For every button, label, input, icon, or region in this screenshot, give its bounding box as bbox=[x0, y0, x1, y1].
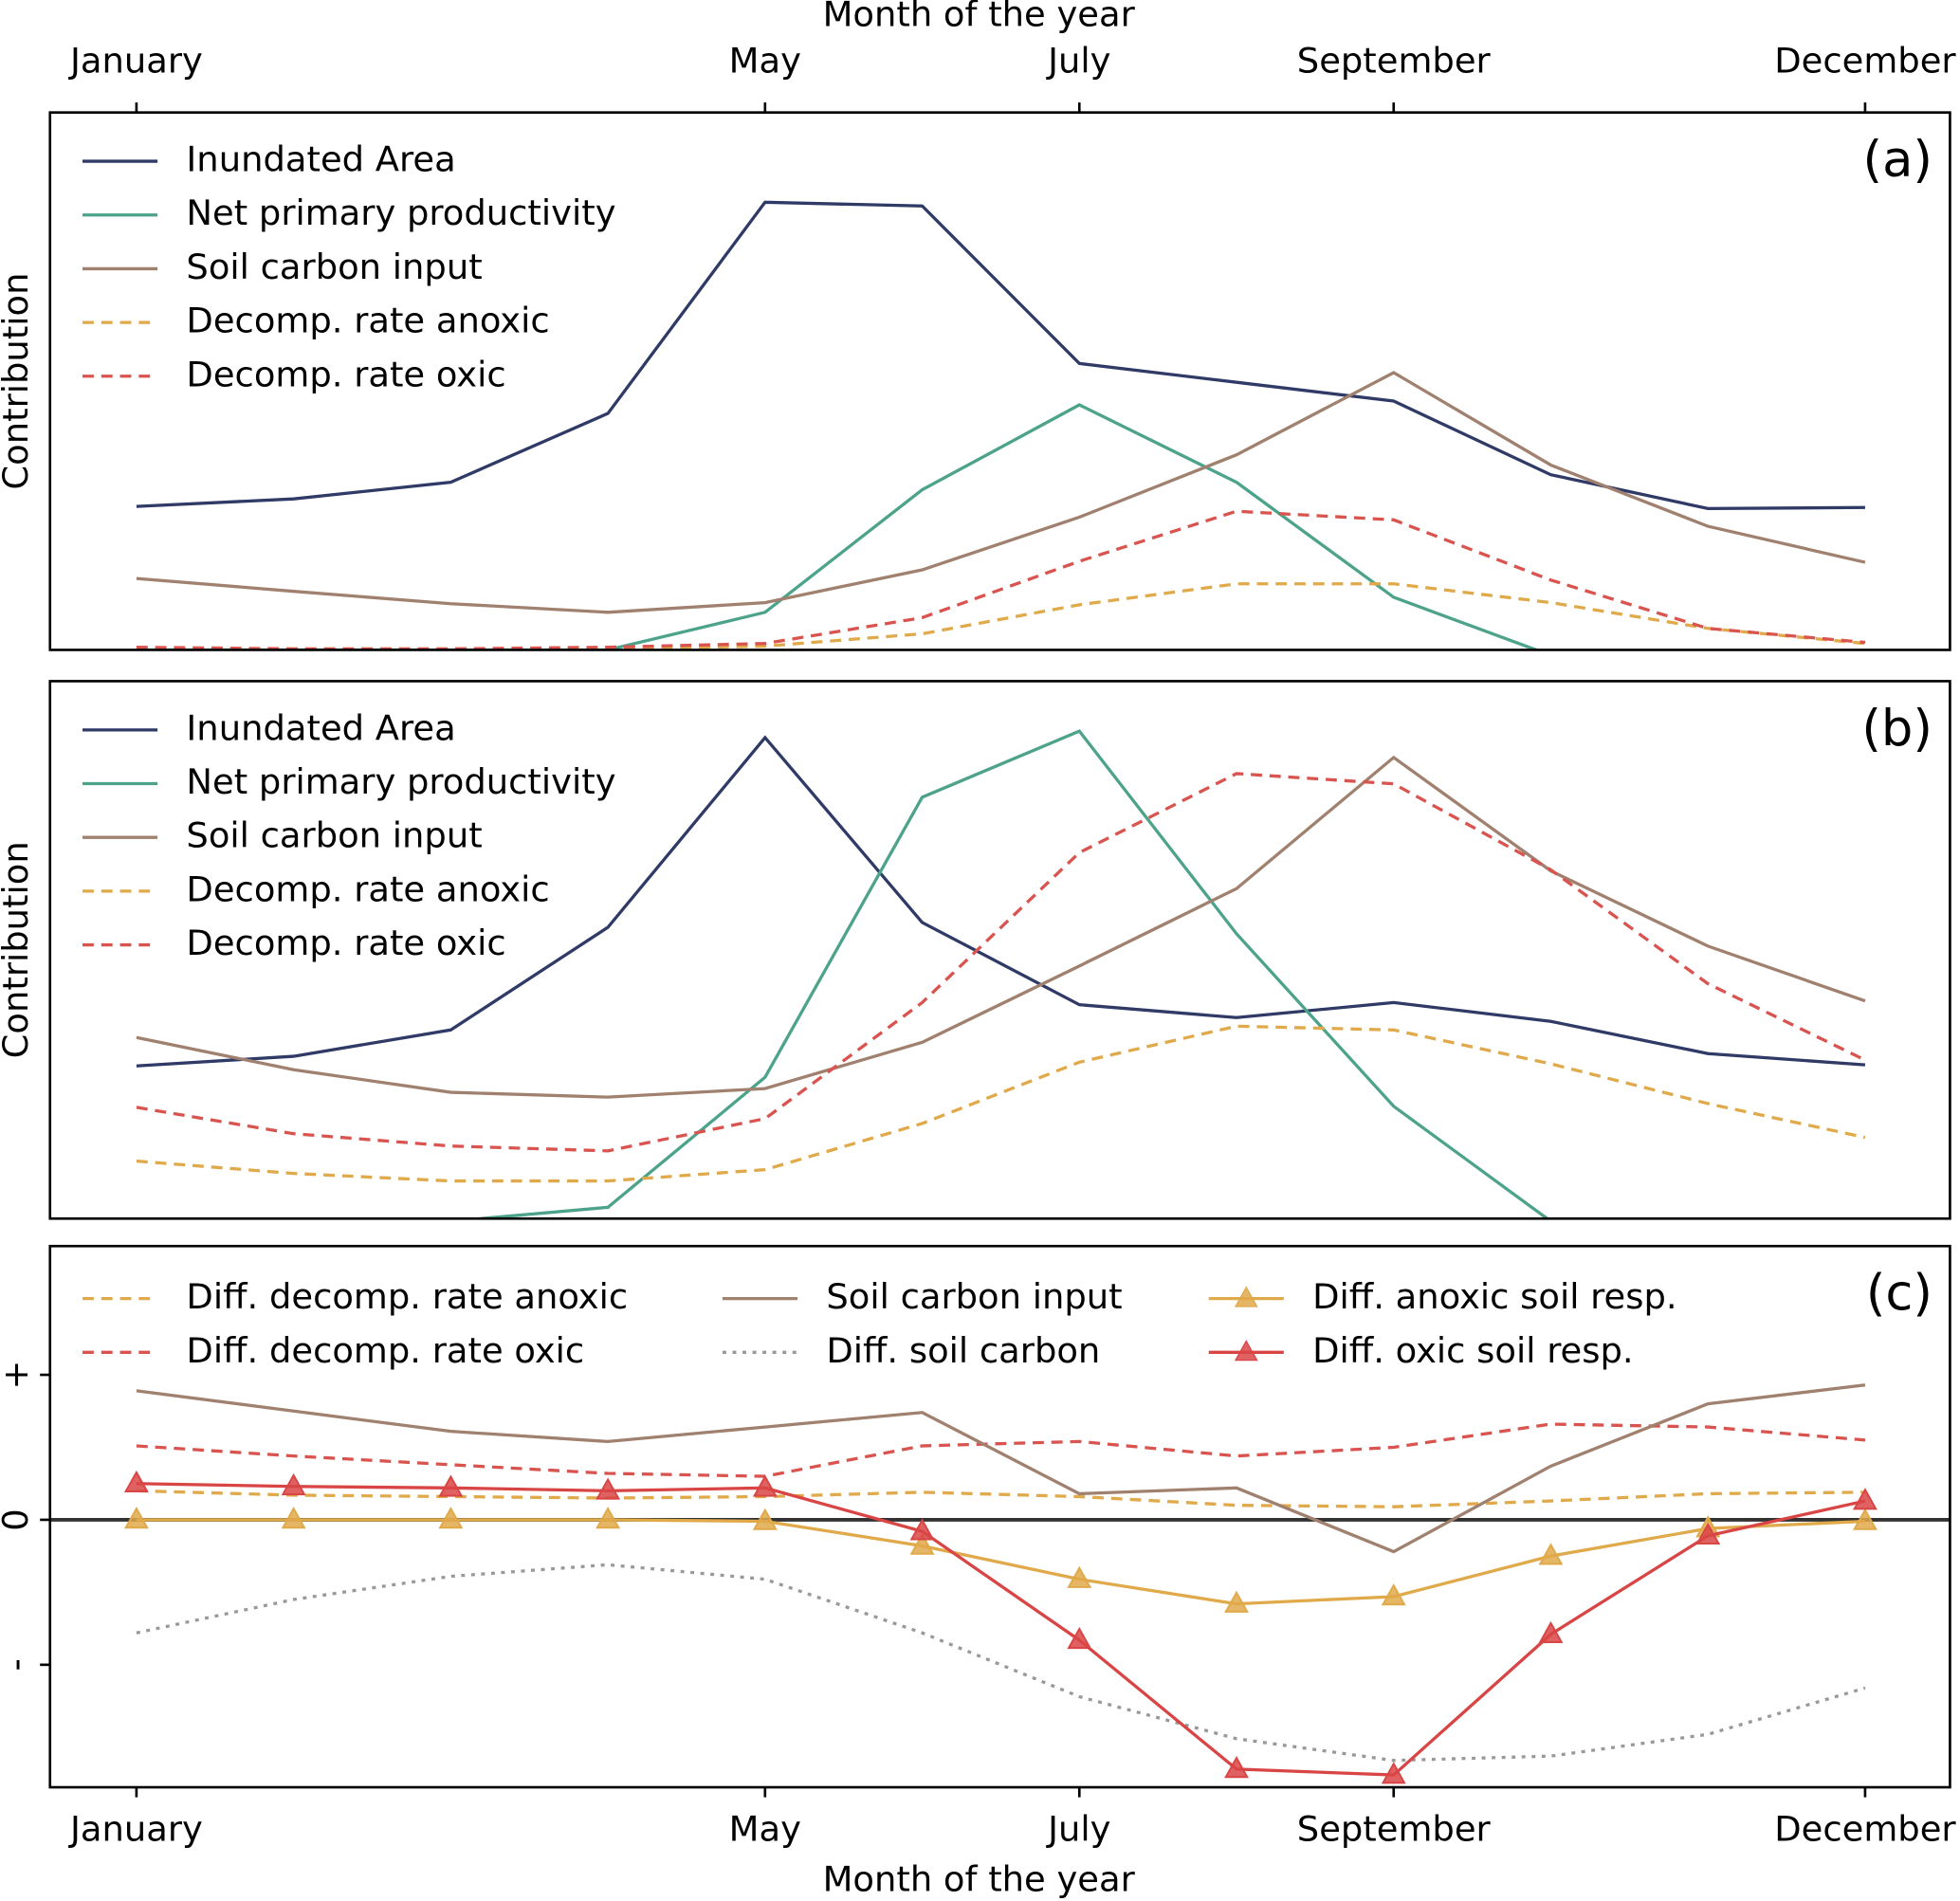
legend-label: Soil carbon input bbox=[826, 1276, 1122, 1317]
marker bbox=[1852, 1488, 1878, 1510]
x-tick-label: September bbox=[1297, 40, 1492, 81]
marker bbox=[123, 1507, 149, 1529]
marker bbox=[281, 1507, 306, 1529]
marker bbox=[595, 1477, 621, 1500]
legend-marker bbox=[1234, 1340, 1258, 1362]
marker bbox=[1381, 1762, 1406, 1784]
legend-label: Decomp. rate oxic bbox=[186, 354, 505, 394]
legend-label: Soil carbon input bbox=[186, 247, 482, 287]
x-axis-label: Month of the year bbox=[823, 0, 1136, 35]
legend-marker bbox=[1234, 1286, 1258, 1307]
y-axis-label: Contribution bbox=[0, 273, 36, 490]
axes-frame bbox=[48, 1244, 1951, 1789]
series-line bbox=[136, 1518, 1866, 1606]
x-tick-label: May bbox=[729, 1809, 801, 1850]
series-line bbox=[136, 1563, 1866, 1763]
marker bbox=[909, 1518, 935, 1541]
panel-label: (b) bbox=[1861, 700, 1933, 758]
panel-label: (a) bbox=[1863, 131, 1933, 189]
marker bbox=[1067, 1626, 1092, 1650]
series-line bbox=[136, 509, 1866, 650]
legend-label: Net primary productivity bbox=[186, 761, 615, 802]
marker bbox=[1224, 1756, 1249, 1779]
series-line bbox=[136, 1383, 1866, 1554]
panel-label: (c) bbox=[1866, 1265, 1933, 1323]
marker bbox=[595, 1507, 621, 1529]
series-line bbox=[136, 755, 1866, 1099]
legend-label: Diff. oxic soil resp. bbox=[1312, 1330, 1633, 1371]
series-line bbox=[136, 371, 1866, 614]
marker bbox=[123, 1470, 149, 1493]
marker bbox=[752, 1508, 778, 1530]
series-line bbox=[463, 729, 1550, 1219]
legend-label: Diff. soil carbon bbox=[826, 1330, 1100, 1371]
legend-label: Inundated Area bbox=[186, 707, 455, 748]
x-tick-label: September bbox=[1297, 1809, 1492, 1850]
x-tick-label: January bbox=[68, 40, 203, 81]
marker bbox=[1381, 1583, 1406, 1606]
y-tick-label: - bbox=[0, 1658, 36, 1671]
series-line bbox=[136, 403, 1541, 650]
marker bbox=[438, 1507, 464, 1529]
series-line bbox=[136, 1024, 1866, 1183]
legend-label: Diff. decomp. rate oxic bbox=[186, 1330, 584, 1371]
legend-label: Diff. anoxic soil resp. bbox=[1312, 1276, 1676, 1317]
series-line bbox=[136, 735, 1866, 1068]
y-tick-label: 0 bbox=[0, 1508, 36, 1530]
marker bbox=[281, 1472, 306, 1496]
series-line bbox=[136, 1489, 1865, 1508]
x-tick-label: January bbox=[68, 1809, 203, 1850]
axes-frame bbox=[48, 111, 1951, 651]
marker bbox=[1224, 1590, 1249, 1613]
legend-label: Decomp. rate oxic bbox=[186, 923, 505, 963]
legend-label: Decomp. rate anoxic bbox=[186, 301, 549, 341]
marker bbox=[1538, 1543, 1564, 1565]
x-tick-label: July bbox=[1046, 40, 1110, 81]
marker bbox=[1695, 1522, 1721, 1545]
plot-area bbox=[136, 729, 1866, 1219]
legend-label: Inundated Area bbox=[186, 139, 455, 180]
series-line bbox=[136, 200, 1865, 511]
marker bbox=[1538, 1620, 1564, 1644]
legend-label: Diff. decomp. rate anoxic bbox=[186, 1276, 628, 1317]
marker bbox=[909, 1532, 935, 1555]
marker bbox=[438, 1474, 464, 1497]
marker bbox=[1852, 1508, 1878, 1530]
marker bbox=[752, 1474, 778, 1497]
series-line bbox=[136, 1422, 1866, 1478]
series-line bbox=[136, 1482, 1866, 1777]
x-tick-label: July bbox=[1046, 1809, 1110, 1850]
x-tick-label: May bbox=[729, 40, 801, 81]
legend-label: Soil carbon input bbox=[186, 815, 482, 856]
marker bbox=[1067, 1565, 1092, 1588]
x-tick-label: December bbox=[1774, 1809, 1956, 1850]
legend-label: Decomp. rate anoxic bbox=[186, 868, 549, 909]
x-axis-label: Month of the year bbox=[823, 1858, 1136, 1899]
series-line bbox=[136, 772, 1866, 1153]
series-line bbox=[136, 582, 1866, 650]
y-tick-label: + bbox=[0, 1361, 36, 1390]
plot-area bbox=[49, 1383, 1951, 1784]
x-tick-label: December bbox=[1774, 40, 1956, 81]
axes-frame bbox=[48, 680, 1951, 1220]
legend-label: Net primary productivity bbox=[186, 192, 615, 233]
y-axis-label: Contribution bbox=[0, 841, 36, 1058]
